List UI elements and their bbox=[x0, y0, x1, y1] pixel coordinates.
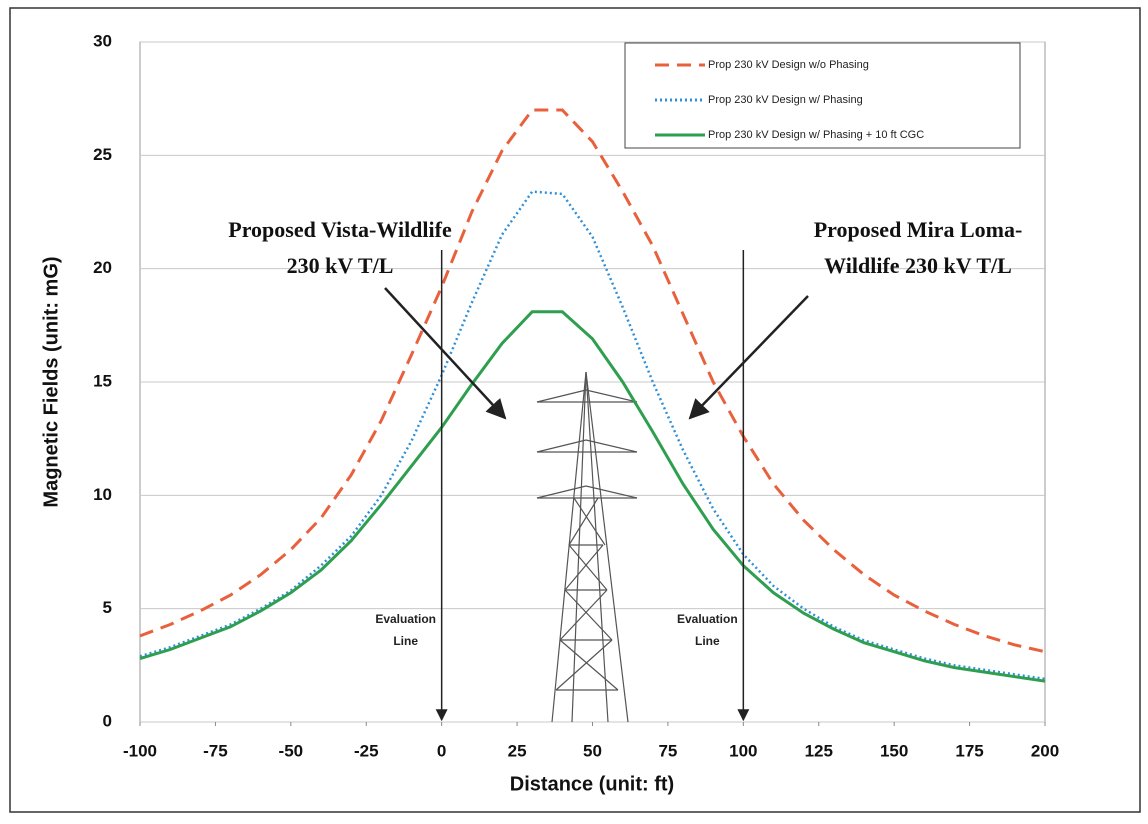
y-tick-label: 10 bbox=[93, 485, 112, 504]
legend-box bbox=[624, 42, 1021, 149]
legend-label: Prop 230 kV Design w/ Phasing bbox=[708, 94, 863, 106]
annotation: Wildlife 230 kV T/L bbox=[824, 253, 1012, 278]
y-tick-label: 5 bbox=[103, 598, 112, 617]
legend-label: Prop 230 kV Design w/ Phasing + 10 ft CG… bbox=[708, 129, 924, 141]
legend-label: Prop 230 kV Design w/o Phasing bbox=[708, 59, 869, 71]
x-tick-label: 150 bbox=[880, 741, 908, 760]
x-tick-label: -50 bbox=[279, 741, 304, 760]
series-line bbox=[139, 108, 1046, 654]
evaluation-label: Evaluation bbox=[375, 612, 436, 626]
x-tick-label: 125 bbox=[805, 741, 833, 760]
y-axis-title: Magnetic Fields (unit: mG) bbox=[40, 256, 62, 507]
x-tick-label: 175 bbox=[955, 741, 983, 760]
x-tick-label: 200 bbox=[1031, 741, 1059, 760]
series-line bbox=[139, 310, 1046, 683]
annotation: 230 kV T/L bbox=[287, 253, 394, 278]
series-line bbox=[139, 190, 1046, 681]
x-tick-label: -100 bbox=[123, 741, 157, 760]
x-tick-label: -75 bbox=[203, 741, 228, 760]
annotation: Proposed Mira Loma- bbox=[814, 217, 1023, 242]
arrow bbox=[384, 287, 507, 420]
y-tick-label: 20 bbox=[93, 258, 112, 277]
arrow bbox=[688, 295, 809, 420]
y-tick-label: 25 bbox=[93, 145, 112, 164]
evaluation-label: Line bbox=[695, 634, 720, 648]
frame bbox=[9, 7, 1141, 813]
x-tick-label: -25 bbox=[354, 741, 379, 760]
legend: Prop 230 kV Design w/o Phasing Prop 230 k… bbox=[655, 59, 924, 141]
annotation: Proposed Vista-Wildlife bbox=[228, 217, 452, 242]
x-axis-title: Distance (unit: ft) bbox=[510, 773, 674, 795]
plot bbox=[139, 108, 1046, 683]
x-tick-label: 75 bbox=[658, 741, 677, 760]
evaluation-label: Line bbox=[393, 634, 418, 648]
x-tick-label: 50 bbox=[583, 741, 602, 760]
tower-icon bbox=[536, 371, 638, 723]
x-tick-label: 0 bbox=[437, 741, 446, 760]
annotations: Evaluation Line Evaluation Line Proposed Vis… bbox=[228, 217, 1023, 722]
y-tick-label: 0 bbox=[103, 711, 112, 730]
y-tick-label: 15 bbox=[93, 371, 112, 390]
x-tick-label: 100 bbox=[729, 741, 757, 760]
x-tick-label: 25 bbox=[508, 741, 527, 760]
y-tick-label: 30 bbox=[93, 31, 112, 50]
grid bbox=[139, 41, 1046, 726]
evaluation-label: Evaluation bbox=[677, 612, 738, 626]
